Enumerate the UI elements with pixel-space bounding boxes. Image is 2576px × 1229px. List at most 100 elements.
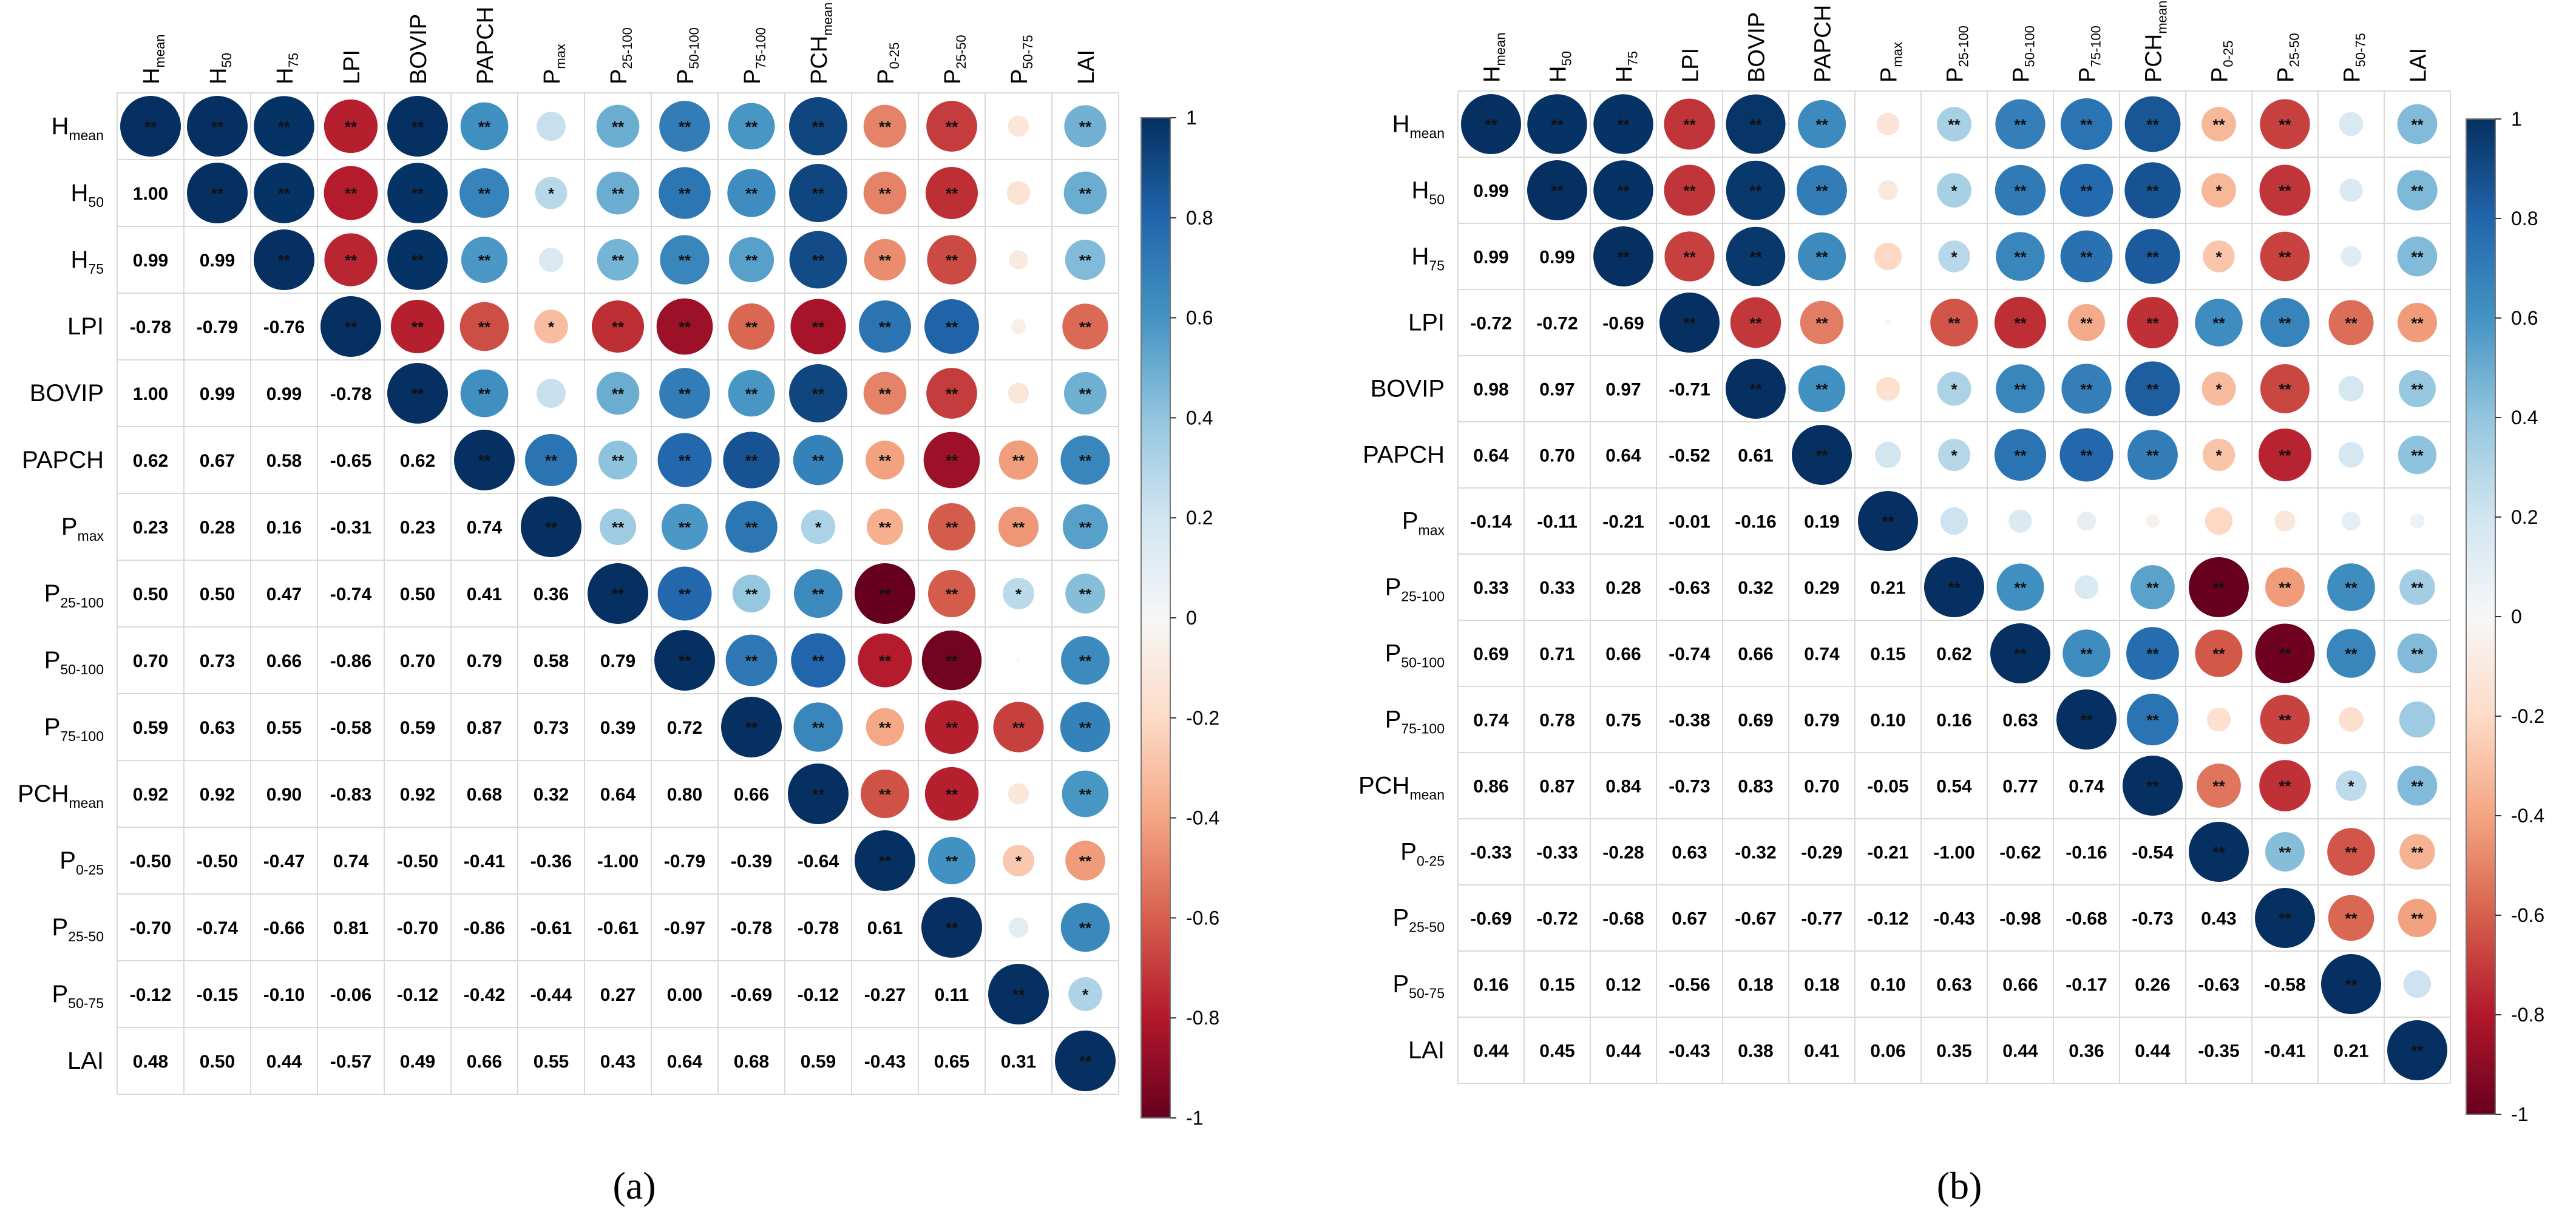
correlation-circle	[600, 509, 636, 545]
correlation-circle	[1003, 578, 1034, 609]
row-label: Pmax	[61, 513, 104, 544]
correlation-circle	[1797, 100, 1846, 149]
correlation-circle	[866, 708, 904, 747]
correlation-circle	[1065, 841, 1105, 881]
correlation-circle	[2061, 364, 2112, 414]
correlation-value: 0.11	[935, 985, 969, 1005]
significance-marker: **	[2212, 579, 2225, 597]
correlation-value: -0.38	[1669, 711, 1710, 731]
correlation-value: -0.79	[197, 317, 238, 337]
correlation-circle	[1065, 239, 1106, 280]
correlation-value: -0.65	[330, 451, 371, 471]
correlation-circle	[598, 440, 638, 480]
significance-marker: **	[1079, 452, 1092, 470]
correlation-circle	[2260, 364, 2310, 414]
significance-marker: **	[2080, 314, 2093, 333]
correlation-circle	[988, 964, 1049, 1024]
row-label: PCHmean	[1358, 773, 1445, 803]
correlation-value: -0.16	[2066, 843, 2107, 863]
column-label: P25-100	[1943, 25, 1971, 83]
significance-marker: *	[1951, 381, 1957, 399]
significance-marker: **	[1617, 182, 1630, 200]
correlation-circle	[788, 763, 849, 824]
column-label: PCHmean	[807, 2, 835, 84]
column-label: P75-100	[740, 27, 768, 84]
correlation-circle	[588, 563, 648, 624]
correlation-value: 0.44	[1605, 1041, 1641, 1061]
correlation-circle	[1730, 297, 1781, 348]
correlation-circle	[254, 96, 314, 157]
correlation-circle	[597, 239, 639, 281]
significance-marker: **	[478, 118, 491, 136]
correlation-circle	[2387, 1020, 2447, 1080]
correlation-circle	[120, 96, 181, 157]
significance-marker: **	[612, 318, 625, 336]
correlation-circle	[1996, 232, 2045, 281]
correlation-circle	[324, 99, 378, 154]
correlation-value: 0.18	[1804, 975, 1839, 995]
row-label: LAI	[67, 1048, 104, 1074]
significance-marker: **	[345, 118, 358, 136]
correlation-circle	[659, 167, 711, 219]
correlation-circle	[924, 700, 979, 754]
correlation-value: -0.58	[2264, 975, 2305, 995]
correlation-value: -0.74	[330, 584, 372, 604]
correlation-circle	[2336, 770, 2367, 801]
correlation-circle	[1792, 425, 1852, 485]
correlation-value: -0.06	[330, 985, 371, 1005]
significance-marker: **	[879, 852, 892, 870]
correlation-panel-a: Hmean Hmean H50 H50 H75 H75 LPI LPI BOVIP BOVIP PA…	[18, 2, 1219, 1129]
colorbar	[1141, 117, 1171, 1119]
correlation-circle	[2259, 164, 2311, 216]
significance-marker: **	[946, 719, 958, 737]
correlation-value: 0.16	[266, 518, 302, 538]
significance-marker: **	[2080, 381, 2093, 399]
correlation-circle	[1065, 574, 1105, 614]
correlation-value: 0.49	[400, 1052, 435, 1072]
correlation-value: -0.56	[1669, 975, 1710, 995]
column-label: P50-75	[1007, 35, 1035, 84]
row-label: LAI	[1408, 1037, 1445, 1064]
significance-marker: **	[679, 251, 691, 269]
significance-marker: **	[1012, 719, 1025, 737]
row-label: P25-100	[1385, 574, 1445, 604]
correlation-value: -0.41	[2264, 1041, 2305, 1061]
correlation-circle	[1797, 165, 1847, 215]
correlation-value: 0.33	[1539, 578, 1574, 598]
correlation-value: 0.72	[667, 718, 702, 738]
correlation-circle	[2327, 563, 2375, 611]
correlation-circle	[1008, 382, 1029, 404]
correlation-value: 0.15	[1870, 645, 1905, 665]
correlation-value: -0.66	[263, 918, 305, 938]
correlation-circle	[2124, 96, 2181, 152]
significance-marker: **	[2014, 579, 2027, 597]
correlation-value: -0.35	[2198, 1041, 2239, 1061]
correlation-value: 0.63	[200, 718, 235, 738]
correlation-circle	[725, 634, 778, 686]
significance-marker: **	[478, 251, 491, 269]
correlation-value: 0.67	[1672, 909, 1707, 929]
significance-marker: **	[2212, 645, 2225, 663]
significance-marker: **	[2212, 777, 2225, 796]
correlation-circle	[2205, 507, 2233, 535]
significance-marker: **	[745, 185, 758, 203]
significance-marker: **	[345, 318, 358, 336]
correlation-circle	[2265, 567, 2305, 607]
significance-marker: **	[2411, 777, 2424, 796]
significance-marker: **	[2146, 248, 2159, 266]
correlation-circle	[2255, 623, 2315, 683]
correlation-value: -0.61	[597, 918, 639, 938]
correlation-circle	[1800, 300, 1844, 345]
panel-label-b: (b)	[1937, 1164, 1982, 1207]
correlation-circle	[2197, 763, 2241, 808]
correlation-value: 0.35	[1936, 1041, 1971, 1061]
correlation-circle	[2130, 565, 2175, 609]
significance-marker: **	[278, 251, 291, 269]
correlation-value: -0.10	[263, 985, 305, 1005]
significance-marker: **	[2411, 248, 2424, 266]
significance-marker: **	[946, 118, 958, 136]
correlation-circle	[727, 169, 776, 217]
correlation-circle	[596, 371, 640, 415]
significance-marker: **	[612, 251, 625, 269]
correlation-circle	[390, 299, 445, 354]
